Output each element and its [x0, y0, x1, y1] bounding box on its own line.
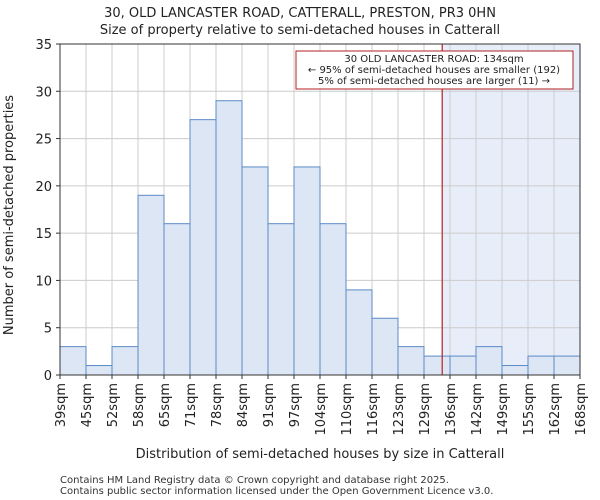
y-tick-label: 30 — [35, 85, 52, 100]
x-tick-label: 39sqm — [54, 383, 69, 427]
x-tick-label: 45sqm — [80, 383, 95, 427]
histogram-bar — [501, 365, 529, 376]
x-tick-label: 97sqm — [288, 383, 303, 427]
histogram-bar — [215, 100, 243, 376]
histogram-bar — [163, 223, 191, 376]
x-tick-label: 142sqm — [470, 383, 485, 436]
histogram-bar — [345, 289, 373, 376]
footer-copyright: Contains HM Land Registry data © Crown c… — [60, 475, 449, 486]
x-tick-label: 129sqm — [418, 383, 433, 436]
x-tick-label: 116sqm — [366, 383, 381, 436]
histogram-bar — [371, 317, 399, 376]
x-tick-label: 162sqm — [548, 383, 563, 436]
histogram-bar — [397, 346, 425, 376]
x-tick-label: 78sqm — [210, 383, 225, 427]
x-tick-label: 123sqm — [392, 383, 407, 436]
x-tick-label: 71sqm — [184, 383, 199, 427]
histogram-bar — [319, 223, 347, 376]
histogram-bar — [137, 194, 165, 376]
larger-region-highlight — [442, 44, 580, 375]
x-tick-label: 65sqm — [158, 383, 173, 427]
histogram-bar — [59, 346, 87, 376]
x-tick-label: 155sqm — [522, 383, 537, 436]
y-tick-label: 15 — [35, 227, 52, 242]
annotation-title: 30 OLD LANCASTER ROAD: 134sqm — [344, 54, 523, 65]
x-tick-label: 58sqm — [132, 383, 147, 427]
annotation-frame — [295, 50, 574, 90]
histogram-bar — [241, 166, 269, 376]
x-tick-label: 52sqm — [106, 383, 121, 427]
x-axis-label: Distribution of semi-detached houses by … — [136, 447, 505, 462]
x-tick-label: 136sqm — [444, 383, 459, 436]
y-tick-label: 0 — [44, 369, 52, 384]
histogram-bar — [423, 355, 451, 376]
histogram-bar — [527, 355, 555, 376]
histogram-bar — [449, 355, 477, 376]
y-tick-label: 10 — [35, 274, 52, 289]
chart-title: 30, OLD LANCASTER ROAD, CATTERALL, PREST… — [104, 6, 496, 21]
histogram-bar — [293, 166, 321, 376]
footer-licence: Contains public sector information licen… — [60, 486, 493, 497]
x-tick-label: 84sqm — [236, 383, 251, 427]
histogram-bar — [267, 223, 295, 376]
x-tick-label: 149sqm — [496, 383, 511, 436]
annotation-box: 30 OLD LANCASTER ROAD: 134sqm ← 95% of s… — [295, 50, 574, 90]
y-tick-label: 20 — [35, 180, 52, 195]
y-tick-label: 25 — [35, 133, 52, 148]
y-axis-label: Number of semi-detached properties — [2, 95, 17, 335]
histogram-bar — [189, 119, 217, 376]
x-tick-label: 110sqm — [340, 383, 355, 436]
chart-subtitle: Size of property relative to semi-detach… — [100, 23, 500, 38]
x-tick-label: 104sqm — [314, 383, 329, 436]
annotation-larger: 5% of semi-detached houses are larger (1… — [318, 76, 550, 87]
y-tick-label: 5 — [44, 322, 52, 337]
histogram-bar — [475, 346, 503, 376]
histogram-bar — [111, 346, 139, 376]
histogram-bar — [85, 365, 113, 376]
annotation-smaller: ← 95% of semi-detached houses are smalle… — [308, 65, 560, 76]
x-tick-label: 91sqm — [262, 383, 277, 427]
y-tick-label: 35 — [35, 38, 52, 53]
histogram-bar — [553, 355, 581, 376]
x-tick-label: 168sqm — [574, 383, 589, 436]
